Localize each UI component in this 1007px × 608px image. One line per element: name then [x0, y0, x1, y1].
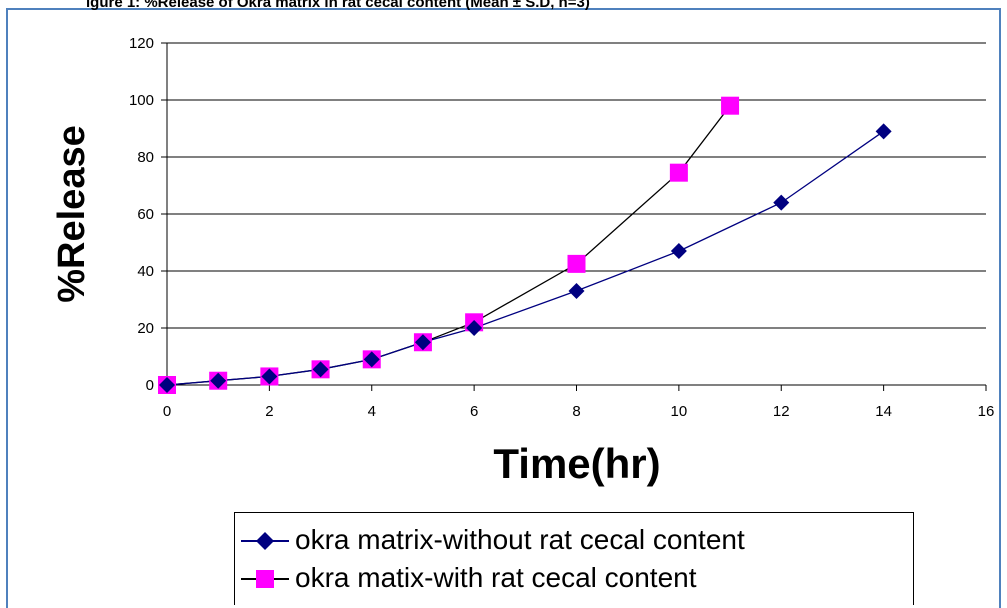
x-tick-label: 8 — [572, 403, 580, 420]
chart-legend: okra matrix-without rat cecal content ok… — [234, 512, 914, 605]
series-line — [166, 130, 884, 386]
data-point-diamond — [466, 320, 483, 336]
legend-item-without-cecal: okra matrix-without rat cecal content — [239, 523, 909, 559]
x-tick-labels: 0 2 4 6 8 10 12 14 16 — [163, 403, 995, 420]
y-axis-title: %Release — [51, 125, 93, 302]
series-lines — [166, 105, 884, 386]
x-tick-label: 2 — [265, 403, 273, 420]
data-point-diamond — [670, 243, 687, 260]
data-point-diamond — [773, 194, 790, 211]
diamond-marker-icon — [241, 532, 289, 550]
legend-label: okra matrix-without rat cecal content — [295, 524, 745, 555]
y-tick-label: 40 — [137, 263, 154, 280]
x-tick-label: 14 — [875, 403, 892, 420]
data-point-diamond — [312, 361, 329, 378]
chart-frame: igure 1: %Release of Okra matrix in rat … — [6, 0, 1001, 608]
y-tick-label: 0 — [146, 377, 154, 394]
y-tick-label: 20 — [137, 320, 154, 337]
y-tick-label: 60 — [137, 206, 154, 223]
data-point-square — [669, 163, 688, 182]
x-tick-label: 16 — [978, 403, 995, 420]
x-axis-title: Time(hr) — [493, 440, 660, 487]
axes — [161, 42, 987, 391]
series-line — [166, 105, 731, 386]
x-tick-label: 4 — [368, 403, 376, 420]
data-point-diamond — [568, 282, 585, 299]
x-tick-label: 6 — [470, 403, 478, 420]
x-tick-label: 12 — [773, 403, 790, 420]
data-point-diamond — [363, 351, 380, 368]
data-point-square — [567, 254, 586, 273]
legend-item-with-cecal: okra matix-with rat cecal content — [239, 561, 909, 597]
x-tick-label: 10 — [671, 403, 688, 420]
data-point-diamond — [210, 372, 227, 389]
y-tick-label: 100 — [129, 92, 154, 109]
data-point-diamond — [414, 334, 431, 351]
data-point-diamond — [159, 377, 175, 393]
x-tick-label: 0 — [163, 403, 171, 420]
data-point-diamond — [261, 368, 278, 385]
data-point-square — [721, 96, 740, 115]
series-markers — [158, 96, 892, 394]
data-point-diamond — [875, 123, 892, 140]
y-tick-label: 80 — [137, 149, 154, 166]
legend-label: okra matix-with rat cecal content — [295, 562, 697, 593]
square-marker-icon — [241, 570, 289, 588]
y-tick-label: 120 — [129, 35, 154, 52]
y-tick-labels: 0 20 40 60 80 100 120 — [129, 35, 154, 394]
gridlines — [167, 42, 986, 329]
figure-caption: igure 1: %Release of Okra matrix in rat … — [86, 0, 590, 11]
